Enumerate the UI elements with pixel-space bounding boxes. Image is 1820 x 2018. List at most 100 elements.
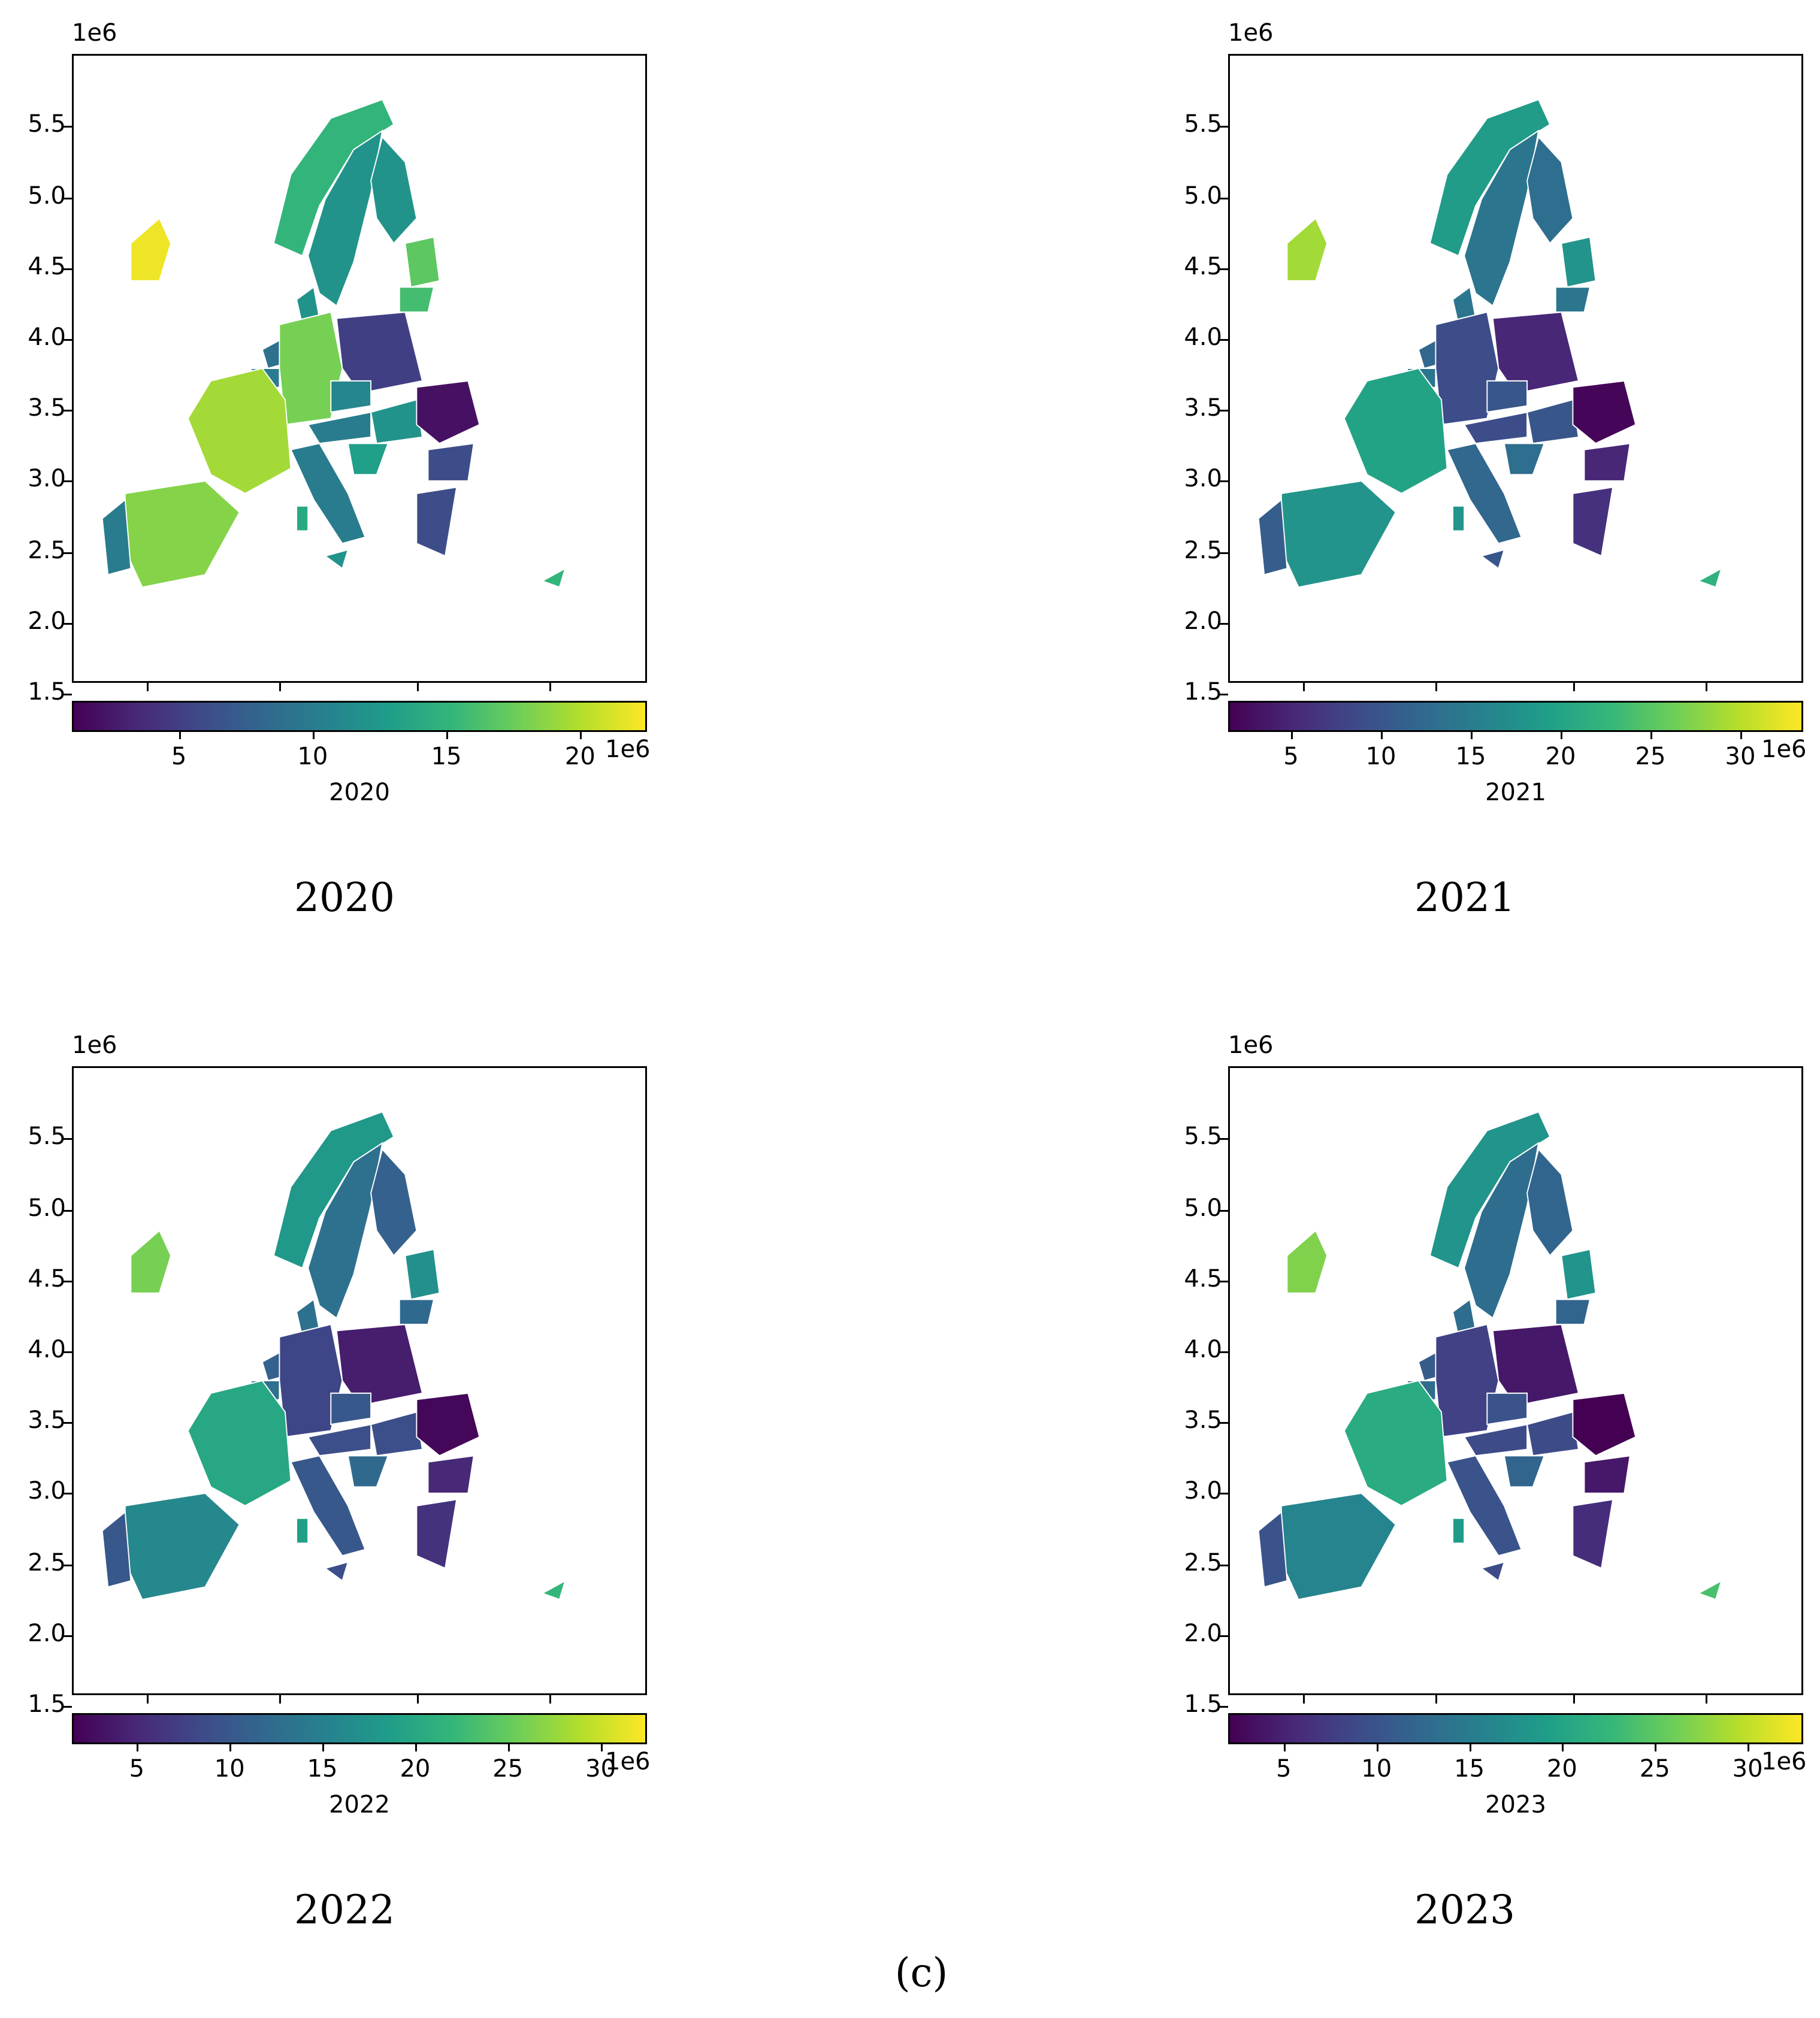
colorbar-tick-label: 30 bbox=[1732, 1755, 1763, 1783]
colorbar-label: 2022 bbox=[329, 1791, 390, 1819]
colorbar-tick-mark bbox=[1376, 1744, 1378, 1751]
map-axes bbox=[72, 54, 647, 683]
colorbar-tick-label: 5 bbox=[1276, 1755, 1292, 1783]
y-tick-mark bbox=[1220, 268, 1228, 270]
y-tick-label: 4.0 bbox=[1184, 1336, 1222, 1363]
y-tick-label: 2.5 bbox=[1184, 537, 1222, 564]
region-ireland bbox=[130, 1229, 172, 1294]
colorbar-exponent-label: 1e6 bbox=[605, 1748, 651, 1775]
colorbar-tick-mark bbox=[1471, 732, 1473, 739]
y-tick-mark bbox=[64, 1351, 72, 1353]
region-portugal bbox=[1257, 498, 1288, 576]
y-tick-label: 3.5 bbox=[28, 394, 66, 422]
region-baltics bbox=[1561, 1248, 1597, 1300]
region-croatia bbox=[1503, 1455, 1546, 1488]
region-germany bbox=[1435, 1323, 1499, 1438]
y-tick-label: 2.0 bbox=[28, 607, 66, 635]
region-romania bbox=[1572, 1392, 1637, 1457]
y-tick-mark bbox=[1220, 694, 1228, 695]
panel-caption: 2022 bbox=[294, 1887, 395, 1933]
region-portugal bbox=[101, 498, 132, 576]
y-tick-label: 4.5 bbox=[1184, 1265, 1222, 1293]
colorbar-tick-mark bbox=[415, 1744, 417, 1751]
region-lithuania bbox=[398, 286, 435, 313]
region-hungary bbox=[370, 1411, 424, 1457]
colorbar-tick-mark bbox=[1381, 732, 1383, 739]
x-tick-mark bbox=[279, 1695, 281, 1704]
y-tick-mark bbox=[64, 1210, 72, 1212]
region-sicily bbox=[324, 549, 349, 570]
colorbar-tick-mark bbox=[229, 1744, 232, 1751]
colorbar bbox=[1228, 701, 1803, 732]
region-poland bbox=[335, 311, 424, 394]
colorbar-tick-mark bbox=[1562, 1744, 1564, 1751]
y-tick-label: 5.5 bbox=[28, 1123, 66, 1150]
y-tick-label: 3.0 bbox=[28, 1477, 66, 1505]
y-tick-label: 3.0 bbox=[28, 465, 66, 492]
region-romania bbox=[416, 380, 480, 444]
y-tick-label: 3.0 bbox=[1184, 1477, 1222, 1505]
region-romania bbox=[416, 1392, 480, 1457]
y-tick-label: 3.5 bbox=[1184, 394, 1222, 422]
colorbar-exponent-label: 1e6 bbox=[1761, 1748, 1807, 1775]
region-finland bbox=[370, 135, 418, 244]
region-ireland bbox=[1286, 1229, 1328, 1294]
colorbar-tick-mark bbox=[580, 732, 582, 739]
colorbar bbox=[1228, 1713, 1803, 1744]
x-tick-mark bbox=[1435, 1695, 1437, 1704]
europe-map bbox=[101, 1111, 567, 1601]
europe-map bbox=[1257, 1111, 1723, 1601]
colorbar-tick-label: 20 bbox=[1546, 1755, 1577, 1783]
colorbar-tick-label: 15 bbox=[1454, 1755, 1485, 1783]
colorbar-tick-label: 20 bbox=[564, 743, 595, 770]
colorbar-tick-mark bbox=[137, 1744, 139, 1751]
y-tick-label: 1.5 bbox=[1184, 678, 1222, 706]
region-austria bbox=[307, 1423, 372, 1457]
colorbar-tick-mark bbox=[1291, 732, 1293, 739]
y-tick-mark bbox=[64, 1565, 72, 1566]
y-tick-label: 5.5 bbox=[28, 110, 66, 138]
y-tick-label: 1.5 bbox=[1184, 1690, 1222, 1718]
panel-caption: 2023 bbox=[1414, 1887, 1515, 1933]
region-croatia bbox=[347, 443, 389, 476]
y-tick-mark bbox=[64, 1422, 72, 1424]
region-finland bbox=[1526, 1148, 1574, 1257]
x-tick-mark bbox=[1302, 1695, 1305, 1704]
colorbar-tick-mark bbox=[1283, 1744, 1286, 1751]
colorbar bbox=[72, 1713, 647, 1744]
region-poland bbox=[1492, 1323, 1580, 1406]
y-tick-label: 4.0 bbox=[28, 1336, 66, 1363]
colorbar-tick-mark bbox=[1655, 1744, 1657, 1751]
region-sardinia bbox=[1452, 505, 1465, 532]
region-bulgaria bbox=[427, 1455, 474, 1494]
region-austria bbox=[307, 411, 372, 444]
y-tick-mark bbox=[1220, 1493, 1228, 1494]
x-tick-mark bbox=[1302, 683, 1305, 691]
region-ireland bbox=[1286, 217, 1328, 282]
region-sicily bbox=[1480, 549, 1505, 570]
region-sweden bbox=[1464, 129, 1540, 307]
x-tick-mark bbox=[146, 683, 149, 691]
y-tick-mark bbox=[64, 198, 72, 199]
y-tick-label: 2.5 bbox=[28, 1549, 66, 1577]
region-baltics bbox=[404, 236, 440, 288]
y-tick-label: 4.5 bbox=[28, 1265, 66, 1293]
region-poland bbox=[1492, 311, 1580, 394]
region-portugal bbox=[1257, 1511, 1288, 1588]
y-tick-mark bbox=[64, 1138, 72, 1140]
y-tick-mark bbox=[1220, 1635, 1228, 1637]
axis-exponent-label: 1e6 bbox=[1228, 19, 1274, 47]
y-tick-mark bbox=[64, 623, 72, 625]
y-tick-mark bbox=[64, 410, 72, 412]
y-tick-mark bbox=[1220, 126, 1228, 128]
map-panel-2021: 1e6 5.5 5.0 4.5 4.0 3.5 3.0 2.5 2.0 1.5 5 10 15 20 25 3… bbox=[1156, 0, 1815, 934]
y-tick-mark bbox=[1220, 1138, 1228, 1140]
y-tick-mark bbox=[64, 694, 72, 695]
y-tick-mark bbox=[64, 1281, 72, 1282]
x-tick-mark bbox=[549, 1695, 551, 1704]
y-tick-mark bbox=[1220, 623, 1228, 625]
region-hungary bbox=[370, 398, 424, 444]
colorbar-tick-label: 5 bbox=[171, 743, 187, 770]
region-czech bbox=[1486, 380, 1528, 413]
y-tick-label: 4.5 bbox=[1184, 253, 1222, 280]
